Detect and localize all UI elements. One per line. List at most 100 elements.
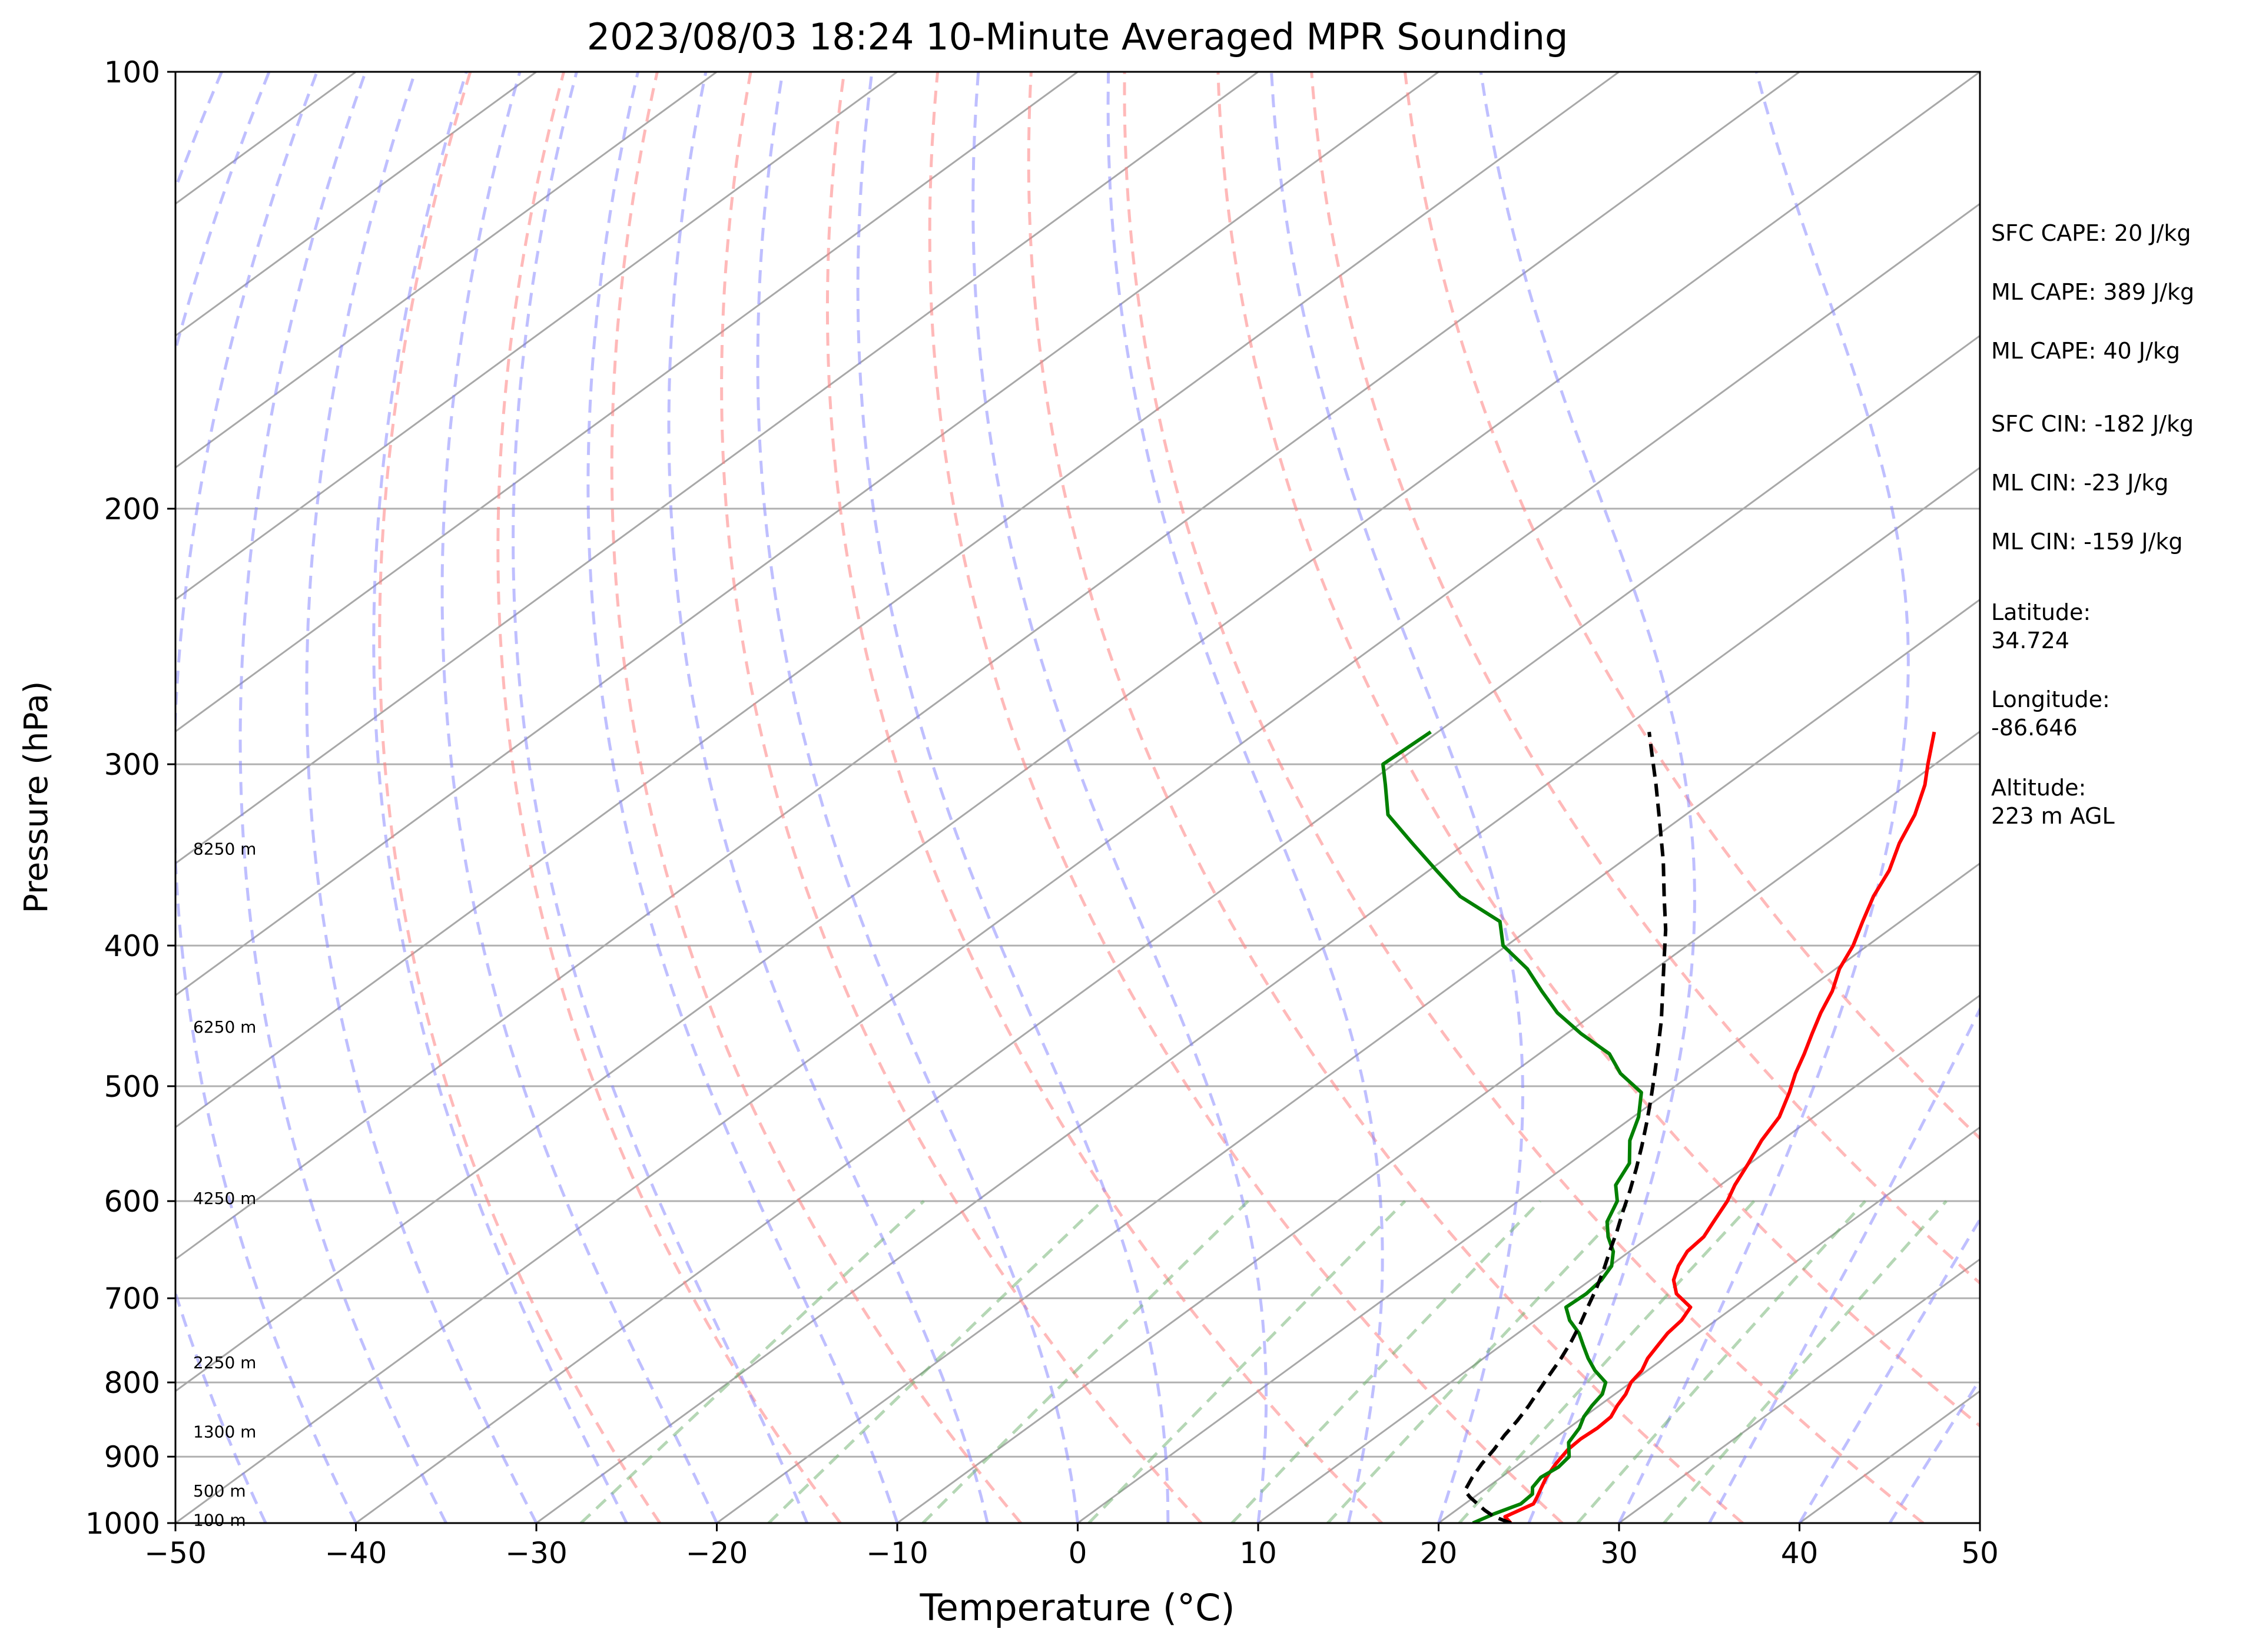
y-tick-label: 800: [104, 1366, 160, 1400]
isotherm-line: [175, 72, 1439, 997]
isotherm-line: [175, 72, 1620, 1129]
x-tick-label: −50: [144, 1536, 207, 1570]
latitude-value: 34.724: [1991, 628, 2069, 653]
moist-adiabat: [305, 72, 538, 1523]
y-tick-label: 400: [104, 929, 160, 963]
mixing-ratio-line: [1663, 1200, 1948, 1523]
y-tick-label: 700: [104, 1282, 160, 1316]
isotherm-line: [175, 72, 1259, 865]
isotherm-line: [175, 72, 1079, 733]
height-label: 8250 m: [193, 840, 256, 859]
x-tick-label: −10: [866, 1536, 928, 1570]
moist-adiabat: [667, 72, 989, 1523]
y-tick-label: 900: [104, 1440, 160, 1474]
dry-adiabat: [720, 72, 1203, 1523]
ml-cin-text-2: ML CIN: -159 J/kg: [1991, 529, 2183, 555]
isotherm-line: [355, 334, 1980, 1523]
isotherm-line: [897, 730, 1980, 1523]
longitude-value: -86.646: [1991, 715, 2078, 741]
moist-adiabat: [586, 72, 899, 1523]
height-label: 100 m: [193, 1511, 246, 1530]
moist-adiabat: [856, 72, 1170, 1523]
isotherm-line: [175, 72, 898, 601]
dewpoint-profile: [1381, 730, 1643, 1523]
x-tick-label: −20: [686, 1536, 748, 1570]
y-axis-label: Pressure (hPa): [17, 681, 55, 914]
isotherm-line: [716, 598, 1980, 1523]
longitude-label: Longitude:: [1991, 686, 2110, 712]
sounding-profiles: [1381, 730, 1936, 1523]
ml-cape-text: ML CAPE: 389 J/kg: [1991, 279, 2195, 305]
altitude-value: 223 m AGL: [1991, 803, 2115, 829]
moist-adiabat: [971, 72, 1268, 1523]
isotherm-line: [1258, 994, 1980, 1523]
x-tick-label: 40: [1781, 1536, 1819, 1570]
y-tick-label: 600: [104, 1185, 160, 1219]
mixing-ratio-line: [579, 1200, 925, 1523]
moist-adiabat: [372, 72, 628, 1523]
parcel-profile: [1463, 731, 1668, 1523]
dry-adiabat: [1216, 72, 1980, 1428]
sfc-cape-text: SFC CAPE: 20 J/kg: [1991, 220, 2191, 246]
x-tick-label: 30: [1600, 1536, 1638, 1570]
isotherm-line: [175, 72, 718, 469]
temperature-profile: [1503, 731, 1936, 1523]
axis-ticks: −50 −40 −30 −20 −10 0 10 20 30 40 50 1000 900 800 700 6…: [85, 55, 1999, 1570]
moist-adiabat: [440, 72, 718, 1523]
moist-adiabat: [175, 72, 357, 1523]
dry-adiabat: [825, 72, 1383, 1523]
ml-cin-text: ML CIN: -23 J/kg: [1991, 470, 2169, 496]
mixing-ratio-line: [1087, 1200, 1407, 1523]
isotherm-line: [536, 466, 1980, 1523]
isotherm-line: [175, 72, 537, 337]
height-label: 6250 m: [193, 1017, 256, 1037]
height-label: 4250 m: [193, 1189, 256, 1208]
x-tick-label: 50: [1961, 1536, 1999, 1570]
height-label: 1300 m: [193, 1422, 256, 1442]
moist-adiabat: [238, 72, 448, 1523]
moist-adiabat: [1708, 1006, 1980, 1523]
latitude-label: Latitude:: [1991, 599, 2091, 625]
y-tick-label: 500: [104, 1070, 160, 1104]
moist-adiabat: [1270, 72, 1524, 1523]
mixing-ratio-line: [1230, 1200, 1541, 1523]
mixing-ratio-line: [767, 1200, 1103, 1523]
mixing-ratio-line: [1576, 1200, 1867, 1523]
y-tick-label: 200: [104, 492, 160, 526]
height-label: 2250 m: [193, 1353, 256, 1372]
moist-adiabat: [1617, 72, 1910, 1523]
background-reference-lines: [175, 72, 1980, 1523]
chart-title: 2023/08/03 18:24 10-Minute Averaged MPR …: [587, 15, 1568, 58]
ml-cape-text-2: ML CAPE: 40 J/kg: [1991, 338, 2180, 364]
height-label: 500 m: [193, 1481, 246, 1501]
y-tick-label: 100: [104, 55, 160, 89]
isotherm-line: [1077, 862, 1980, 1523]
x-tick-label: 20: [1420, 1536, 1458, 1570]
moist-adiabat: [1106, 72, 1384, 1523]
mixing-ratio-line: [1326, 1200, 1632, 1523]
dry-adiabat: [1123, 72, 1925, 1523]
moist-adiabat: [512, 72, 809, 1523]
dry-adiabat: [496, 72, 842, 1523]
dry-adiabat: [610, 72, 1022, 1523]
isotherm-line: [175, 72, 1980, 1392]
altitude-label: Altitude:: [1991, 775, 2087, 801]
isotherm-line: [175, 72, 1800, 1260]
dry-adiabat: [1310, 72, 1980, 1285]
moist-adiabat: [1479, 72, 1696, 1523]
isotherm-line: [1438, 1126, 1980, 1523]
x-tick-label: −40: [325, 1536, 387, 1570]
isotherm-line: [1618, 1258, 1980, 1523]
x-axis-label: Temperature (°C): [919, 1586, 1235, 1629]
dry-adiabat: [928, 72, 1564, 1523]
y-tick-label: 1000: [85, 1507, 160, 1541]
mixing-ratio-line: [1458, 1200, 1756, 1523]
dry-adiabat: [1027, 72, 1744, 1523]
mixing-ratio-line: [921, 1200, 1249, 1523]
height-labels: 100 m 500 m 1300 m 2250 m 4250 m 6250 m 8250 m: [193, 840, 256, 1530]
x-tick-label: −30: [505, 1536, 568, 1570]
moist-adiabat: [175, 72, 271, 1523]
y-tick-label: 300: [104, 748, 160, 782]
x-tick-label: 0: [1069, 1536, 1087, 1570]
